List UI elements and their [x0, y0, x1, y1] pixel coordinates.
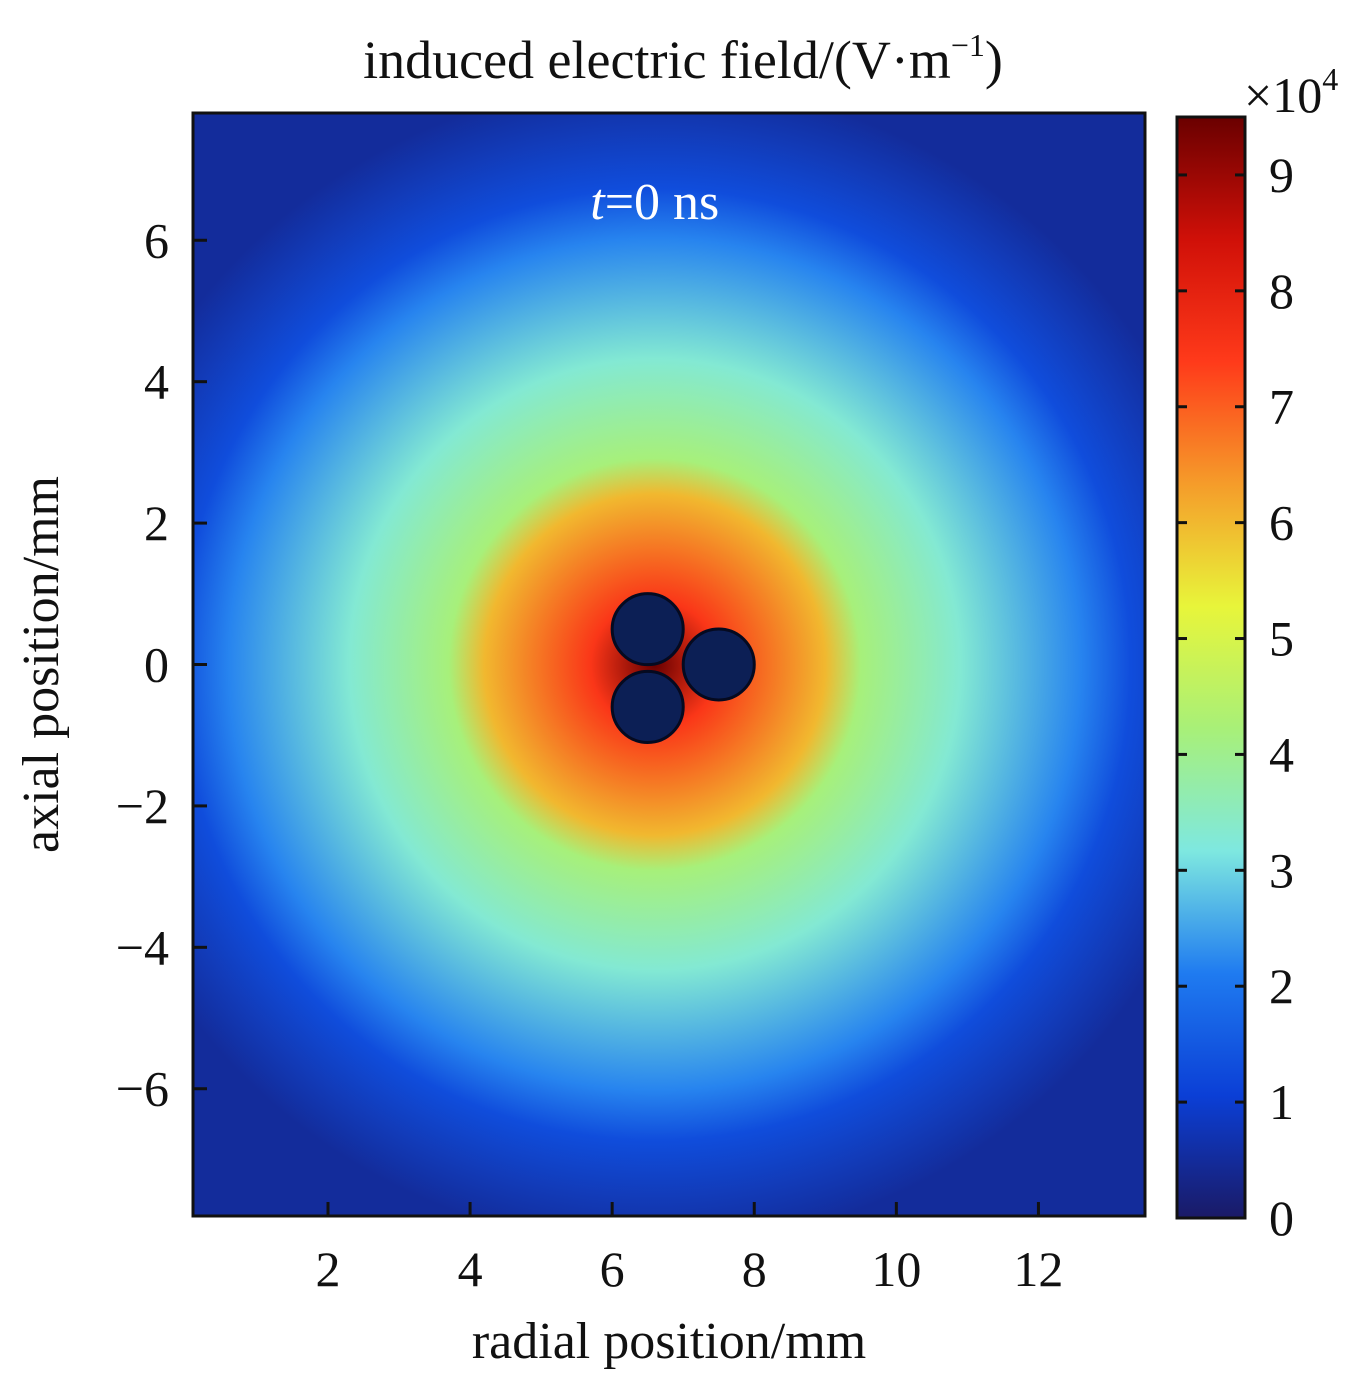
colorbar: 0 1 2 3 4 5 6 7 8 9: [1175, 115, 1294, 1246]
x-tick-label: 6: [600, 1241, 625, 1297]
colorbar-tick-label: 7: [1269, 379, 1294, 435]
colorbar-tick-label: 5: [1269, 611, 1294, 667]
y-axis-label: axial position/mm: [13, 476, 70, 853]
x-tick-label: 8: [742, 1241, 767, 1297]
y-tick-label: −4: [116, 919, 169, 975]
colorbar-tick-label: 0: [1269, 1190, 1294, 1246]
conductor-circle: [681, 627, 756, 702]
colorbar-tick-label: 3: [1269, 842, 1294, 898]
x-axis-label: radial position/mm: [472, 1313, 866, 1370]
x-tick-label: 12: [1013, 1241, 1063, 1297]
x-tick-label: 2: [315, 1241, 340, 1297]
conductor-circle: [610, 592, 685, 667]
colorbar-tick-label: 6: [1269, 495, 1294, 551]
colorbar-ticks: 0 1 2 3 4 5 6 7 8 9: [1177, 147, 1294, 1246]
y-tick-label: −6: [116, 1061, 169, 1117]
field-heatmap: [193, 113, 1145, 1216]
colorbar-frame: [1175, 115, 1247, 1220]
y-tick-label: 6: [144, 212, 169, 268]
time-annotation: t=0 ns: [590, 174, 719, 231]
conductors: [610, 592, 756, 744]
plot-area: [193, 113, 1145, 1216]
y-tick-label: 0: [144, 637, 169, 693]
conductor-circle: [610, 669, 685, 744]
colorbar-scale: [1177, 117, 1245, 1218]
chart-title: induced electric field/(V·m−1): [363, 27, 1003, 90]
y-tick-label: 2: [144, 495, 169, 551]
colorbar-tick-label: 2: [1269, 958, 1294, 1014]
colorbar-tick-label: 1: [1269, 1074, 1294, 1130]
x-tick-label: 10: [871, 1241, 921, 1297]
y-axis: 6 4 2 0 −2 −4 −6: [116, 212, 207, 1117]
colorbar-tick-label: 4: [1269, 726, 1294, 782]
y-tick-label: −2: [116, 778, 169, 834]
x-tick-label: 4: [458, 1241, 483, 1297]
x-axis: 2 4 6 8 10 12: [315, 1202, 1063, 1297]
colorbar-tick-label: 9: [1269, 147, 1294, 203]
colorbar-exponent-label: ×104: [1244, 61, 1338, 123]
colorbar-tick-label: 8: [1269, 263, 1294, 319]
y-tick-label: 4: [144, 354, 169, 410]
